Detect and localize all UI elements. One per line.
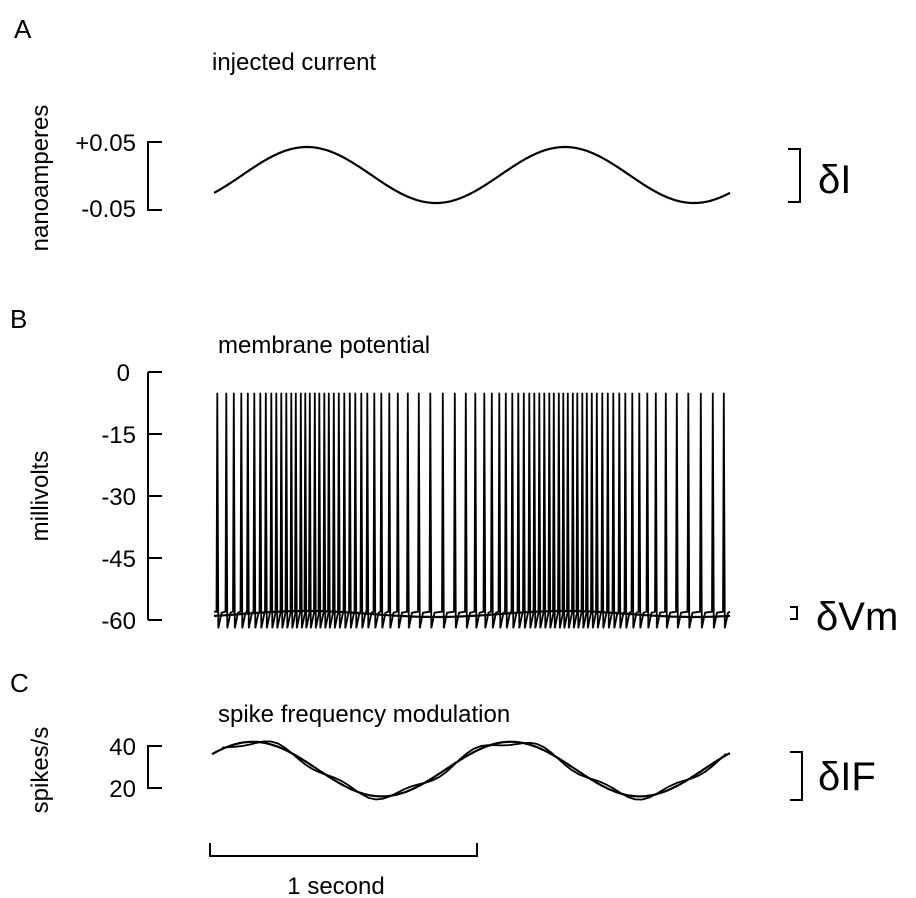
- panel-a-y-axis-title: nanoamperes: [27, 105, 54, 252]
- panel-b-title: membrane potential: [218, 332, 430, 359]
- panel-a-tick-bottom: -0.05: [81, 196, 136, 223]
- panel-b-y-axis-title: millivolts: [27, 451, 54, 542]
- panel-b-subthreshold-trace: [213, 609, 731, 619]
- panel-c-delta-label: δIF: [818, 755, 876, 799]
- panel-b-delta-bracket: [790, 606, 798, 620]
- scale-bar-label: 1 second: [287, 873, 384, 898]
- panel-b-tick-label: -45: [101, 546, 136, 573]
- panel-c-delta-bracket: [790, 751, 803, 801]
- panel-a-current-trace: [213, 145, 731, 205]
- time-scale-bar: 1 second: [209, 843, 478, 898]
- panel-c-title: spike frequency modulation: [218, 701, 510, 728]
- panel-a-delta-bracket: [788, 148, 801, 203]
- panel-b: B membrane potential millivolts 0 -15 -3…: [10, 304, 898, 639]
- panel-c-tick-bottom: 20: [109, 776, 136, 803]
- panel-a: A injected current nanoamperes +0.05 -0.…: [14, 14, 851, 251]
- panel-a-title: injected current: [212, 49, 376, 76]
- panel-c-rate-trace: [221, 740, 727, 801]
- panel-c-fit-trace: [211, 740, 731, 798]
- panel-b-tick-label: -60: [101, 608, 136, 635]
- panel-b-delta-label: δVm: [816, 595, 898, 639]
- panel-letter-c: C: [10, 668, 29, 698]
- panel-b-tick-label: -15: [101, 422, 136, 449]
- panel-letter-b: B: [10, 304, 27, 334]
- panel-c: C spike frequency modulation spikes/s 40…: [10, 668, 876, 813]
- panel-letter-a: A: [14, 14, 32, 44]
- panel-b-tick-label: 0: [117, 360, 130, 387]
- panel-a-delta-label: δI: [818, 158, 851, 202]
- panel-b-tick-label: -30: [101, 484, 136, 511]
- panel-c-y-axis: [147, 745, 162, 789]
- panel-a-y-axis: [147, 141, 162, 211]
- panel-c-tick-top: 40: [109, 734, 136, 761]
- scale-bar-line: [209, 843, 478, 857]
- panel-c-y-axis-title: spikes/s: [27, 727, 54, 814]
- panel-a-tick-top: +0.05: [75, 130, 136, 157]
- panel-b-membrane-trace: [214, 392, 731, 629]
